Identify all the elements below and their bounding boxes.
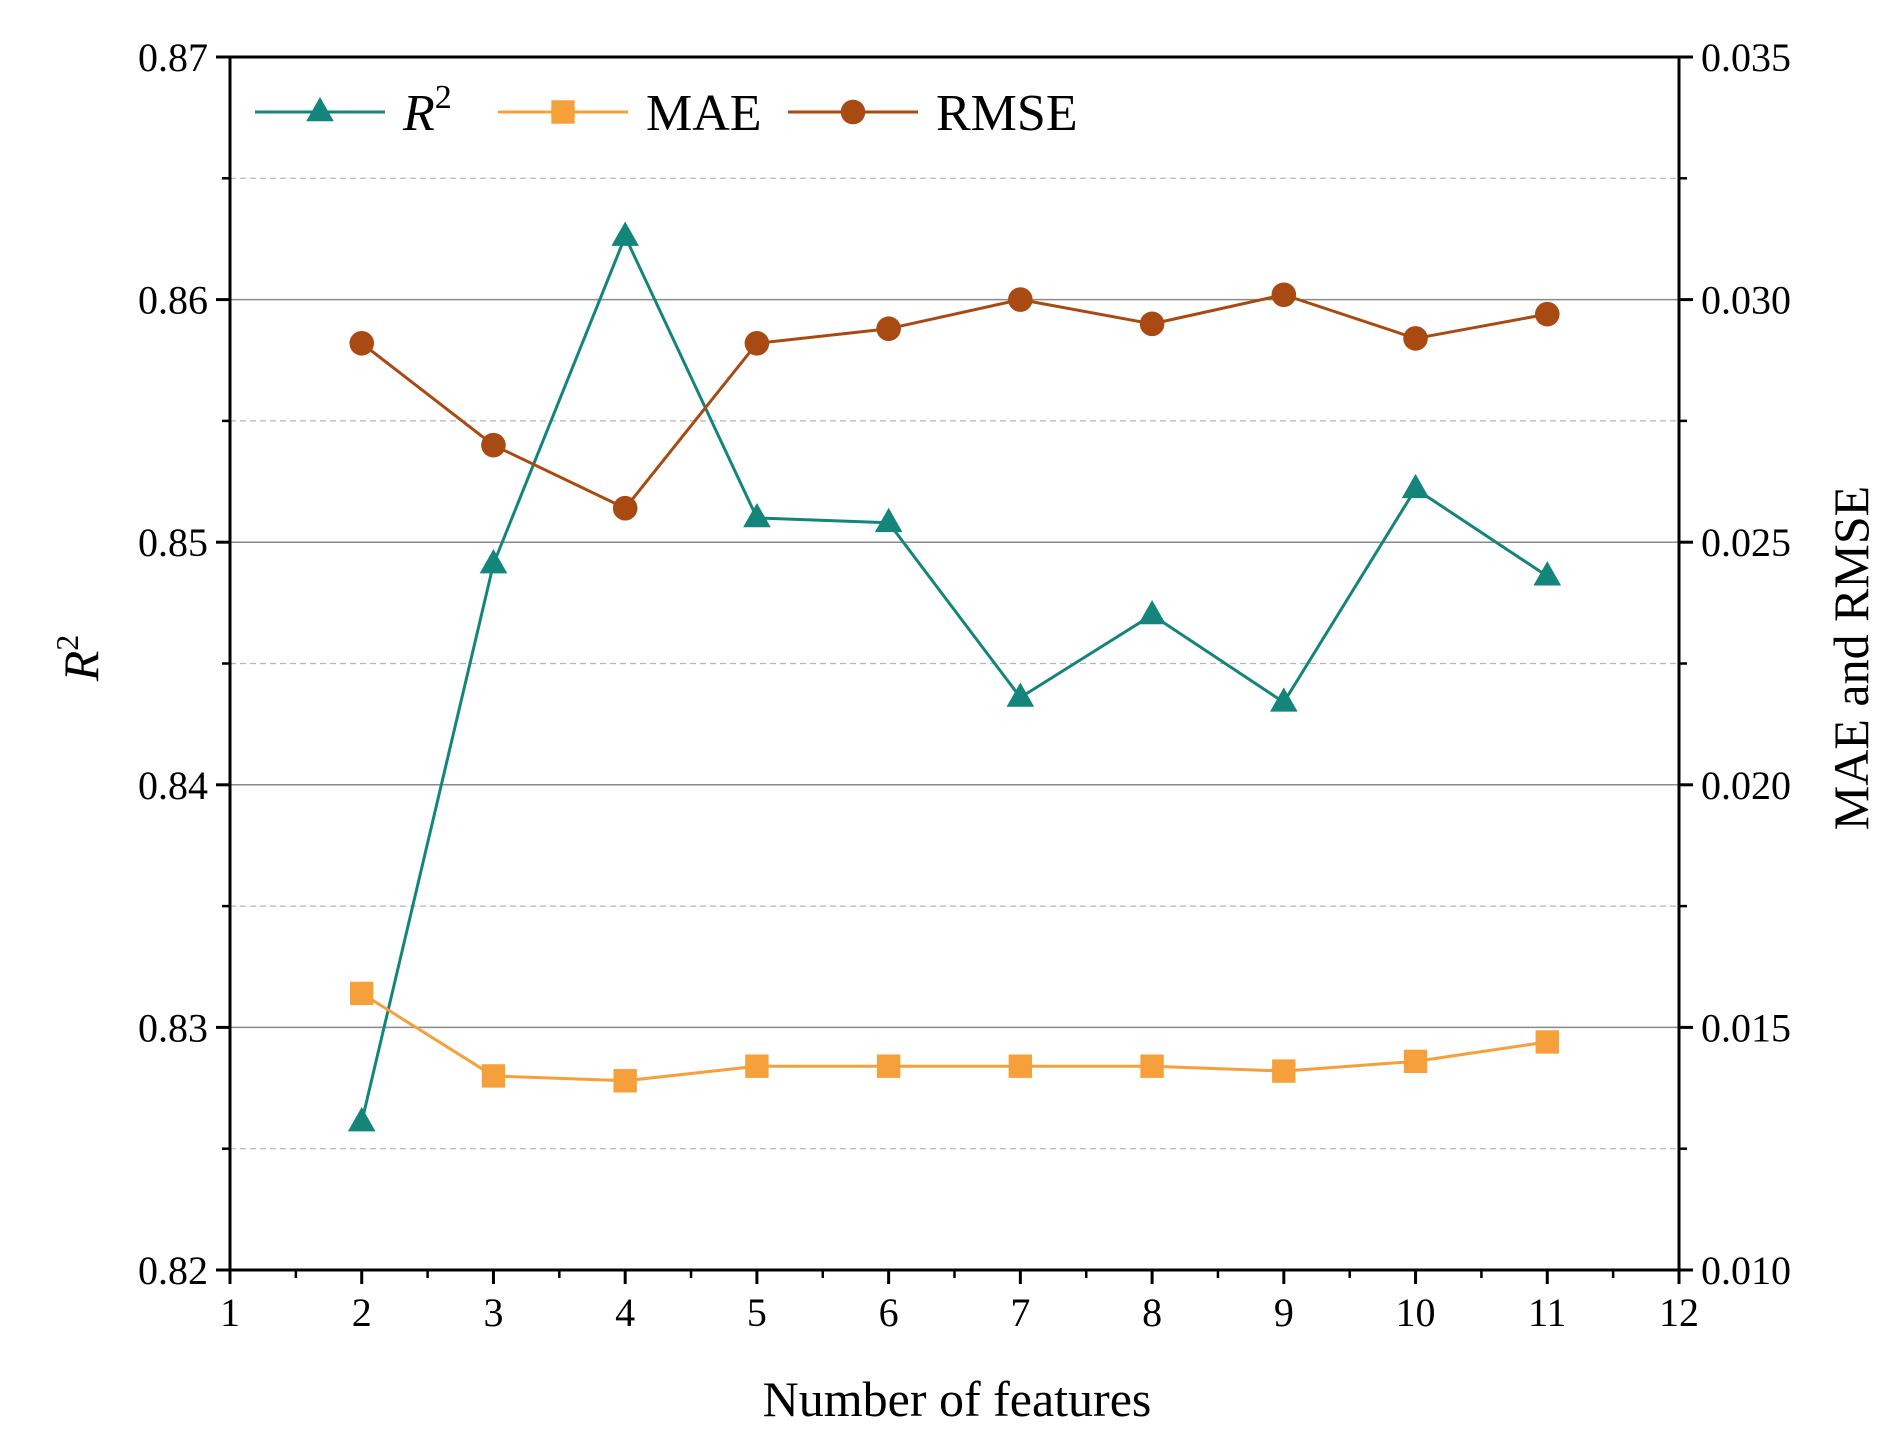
y-left-tick-label: 0.87 (138, 35, 208, 80)
data-point-r2 (874, 507, 903, 533)
data-point-mae (1272, 1059, 1296, 1083)
x-tick-label: 4 (615, 1290, 635, 1335)
data-point-r2 (1138, 599, 1166, 625)
y-axis-left-title: R2 (49, 635, 109, 683)
data-point-mae (613, 1069, 637, 1093)
data-point-mae (481, 1064, 506, 1088)
x-tick-label: 1 (220, 1290, 240, 1335)
data-point-rmse (349, 330, 375, 356)
data-point-r2 (743, 502, 771, 528)
x-tick-label: 9 (1274, 1290, 1294, 1335)
series-layer (347, 221, 1562, 1132)
x-tick-label: 5 (747, 1290, 767, 1335)
x-tick-label: 10 (1396, 1290, 1436, 1335)
y-right-tick-label: 0.025 (1701, 520, 1791, 565)
data-point-rmse (744, 330, 770, 356)
series-line-r2 (360, 235, 1549, 1123)
data-point-mae (350, 981, 374, 1006)
data-point-mae (1535, 1030, 1559, 1054)
x-tick-label: 12 (1659, 1290, 1699, 1335)
y-axis-left-title-base: R (53, 651, 109, 683)
y-axis-right-title: MAE and RMSE (1823, 486, 1879, 830)
x-tick-label: 8 (1142, 1290, 1162, 1335)
data-point-r2 (479, 549, 508, 574)
x-tick-label: 7 (1010, 1290, 1030, 1335)
data-point-mae (745, 1054, 769, 1078)
data-point-rmse (1008, 287, 1033, 312)
series-line-rmse (360, 293, 1548, 510)
x-tick-label: 11 (1528, 1290, 1567, 1335)
data-point-rmse (481, 432, 506, 458)
data-point-rmse (1139, 311, 1165, 337)
data-point-r2 (611, 221, 639, 246)
data-point-r2 (1270, 687, 1298, 712)
legend-label-base: R (402, 85, 435, 142)
data-point-mae (876, 1054, 901, 1078)
x-axis-title: Number of features (763, 1371, 1152, 1427)
data-point-rmse (1534, 301, 1560, 327)
y-right-tick-label: 0.010 (1701, 1248, 1791, 1293)
y-right-tick-label: 0.035 (1701, 35, 1791, 80)
data-point-rmse (1271, 282, 1297, 308)
legend: R2 MAE RMSE (255, 79, 1078, 142)
data-point-rmse (1403, 326, 1428, 351)
axes: 1 2 3 4 5 6 7 8 9 10 11 120.820.830.840.850.860.870… (138, 35, 1791, 1335)
data-point-r2 (1401, 473, 1430, 499)
y-left-tick-label: 0.82 (138, 1248, 208, 1293)
y-axis-left-title-sup: 2 (49, 635, 85, 651)
data-point-mae (1140, 1054, 1164, 1078)
data-point-rmse (876, 316, 901, 342)
y-left-tick-label: 0.83 (138, 1005, 208, 1050)
legend-marker-rmse (840, 99, 866, 125)
data-point-r2 (1006, 682, 1035, 707)
y-right-tick-label: 0.030 (1701, 278, 1791, 323)
y-left-tick-label: 0.86 (138, 278, 208, 323)
x-tick-label: 6 (879, 1290, 899, 1335)
y-left-tick-label: 0.85 (138, 520, 208, 565)
x-tick-label: 3 (483, 1290, 503, 1335)
legend-label-r2: R2 (402, 79, 452, 142)
legend-label-rmse: RMSE (936, 85, 1078, 142)
data-point-r2 (1533, 561, 1562, 586)
series-line-mae (360, 992, 1548, 1083)
legend-marker-r2 (306, 97, 334, 122)
legend-label-sup: 2 (435, 79, 452, 116)
data-point-mae (1008, 1054, 1033, 1078)
data-point-r2 (347, 1107, 376, 1132)
data-point-rmse (612, 495, 638, 521)
x-tick-label: 2 (352, 1290, 372, 1335)
y-right-tick-label: 0.020 (1701, 763, 1791, 808)
legend-label-mae: MAE (646, 85, 762, 142)
legend-marker-mae (551, 100, 575, 124)
y-right-tick-label: 0.015 (1701, 1005, 1791, 1050)
y-left-tick-label: 0.84 (138, 763, 208, 808)
data-point-mae (1403, 1049, 1428, 1074)
